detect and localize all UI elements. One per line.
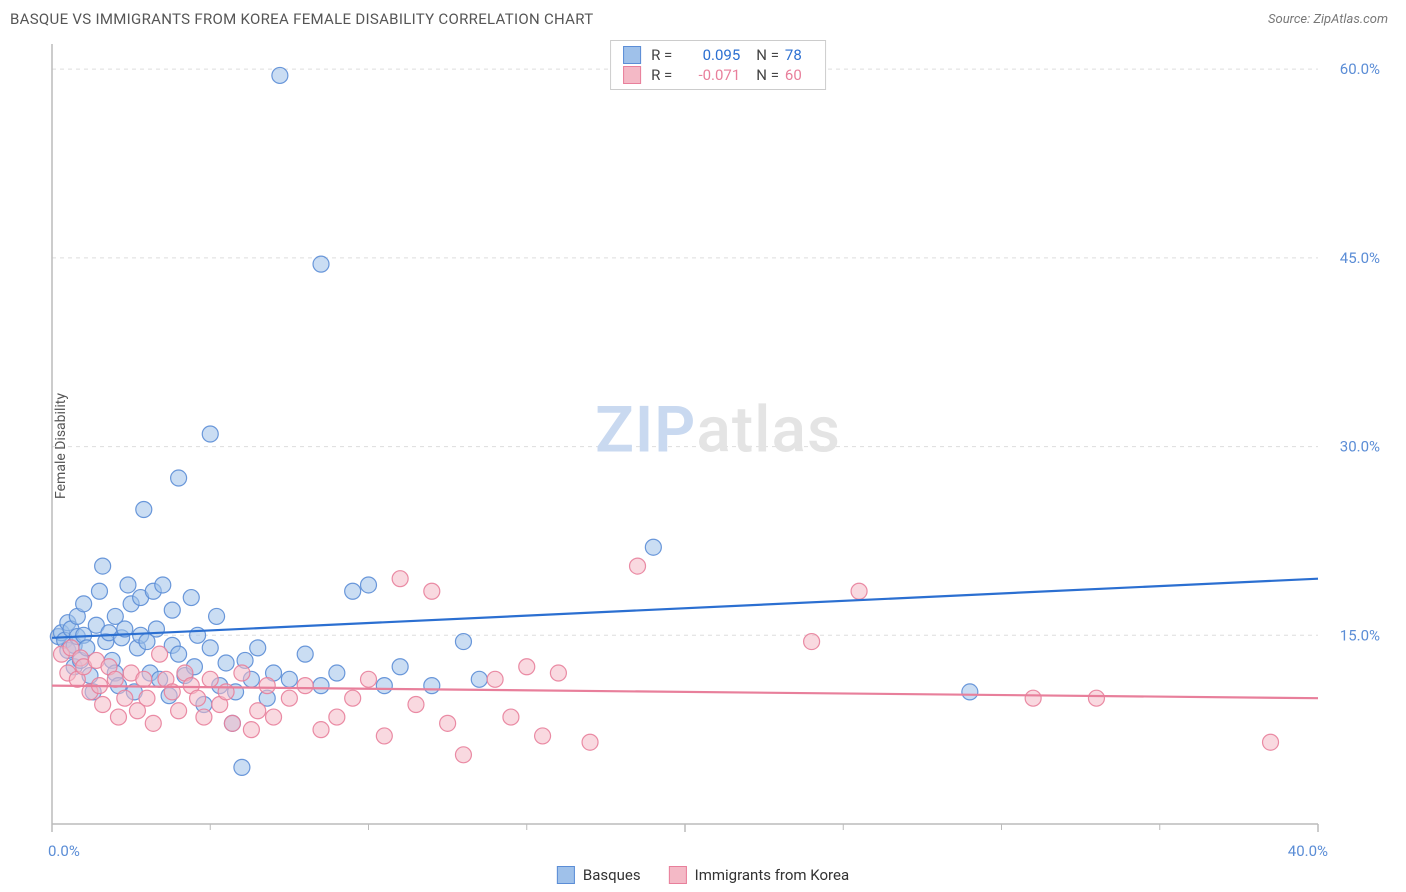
legend-swatch [669, 866, 687, 884]
legend-item: Basques [557, 866, 641, 884]
svg-text:30.0%: 30.0% [1340, 438, 1380, 456]
chart-header: BASQUE VS IMMIGRANTS FROM KOREA FEMALE D… [0, 0, 1406, 34]
n-value: 78 [785, 46, 813, 64]
legend-label: Immigrants from Korea [695, 866, 849, 884]
svg-text:15.0%: 15.0% [1340, 626, 1380, 644]
svg-text:45.0%: 45.0% [1340, 249, 1380, 267]
source-value: ZipAtlas.com [1313, 12, 1388, 27]
n-label: N = [756, 46, 779, 64]
legend-swatch [623, 66, 641, 84]
r-label: R = [651, 66, 672, 84]
scatter-plot: 15.0% 30.0% 45.0% 60.0% [48, 40, 1388, 852]
legend-row: R = 0.095 N = 78 [623, 45, 813, 65]
x-tick-label: 40.0% [1288, 842, 1328, 860]
svg-text:60.0%: 60.0% [1340, 60, 1380, 78]
r-label: R = [651, 46, 672, 64]
legend-swatch [623, 46, 641, 64]
r-value: 0.095 [678, 46, 740, 64]
correlation-legend: R = 0.095 N = 78 R = -0.071 N = 60 [610, 40, 826, 90]
legend-item: Immigrants from Korea [669, 866, 849, 884]
legend-swatch [557, 866, 575, 884]
legend-row: R = -0.071 N = 60 [623, 65, 813, 85]
x-tick-label: 0.0% [48, 842, 80, 860]
series-legend: Basques Immigrants from Korea [557, 866, 849, 884]
source-label: Source: [1268, 12, 1313, 27]
n-label: N = [756, 66, 779, 84]
chart-title: BASQUE VS IMMIGRANTS FROM KOREA FEMALE D… [10, 10, 593, 28]
x-axis-labels: 0.0% 40.0% [48, 842, 1388, 860]
n-value: 60 [785, 66, 813, 84]
r-value: -0.071 [678, 66, 740, 84]
legend-label: Basques [583, 866, 641, 884]
chart-area: 15.0% 30.0% 45.0% 60.0% R = 0.095 N = 78 R = -0.… [48, 40, 1388, 852]
chart-source: Source: ZipAtlas.com [1268, 12, 1388, 27]
